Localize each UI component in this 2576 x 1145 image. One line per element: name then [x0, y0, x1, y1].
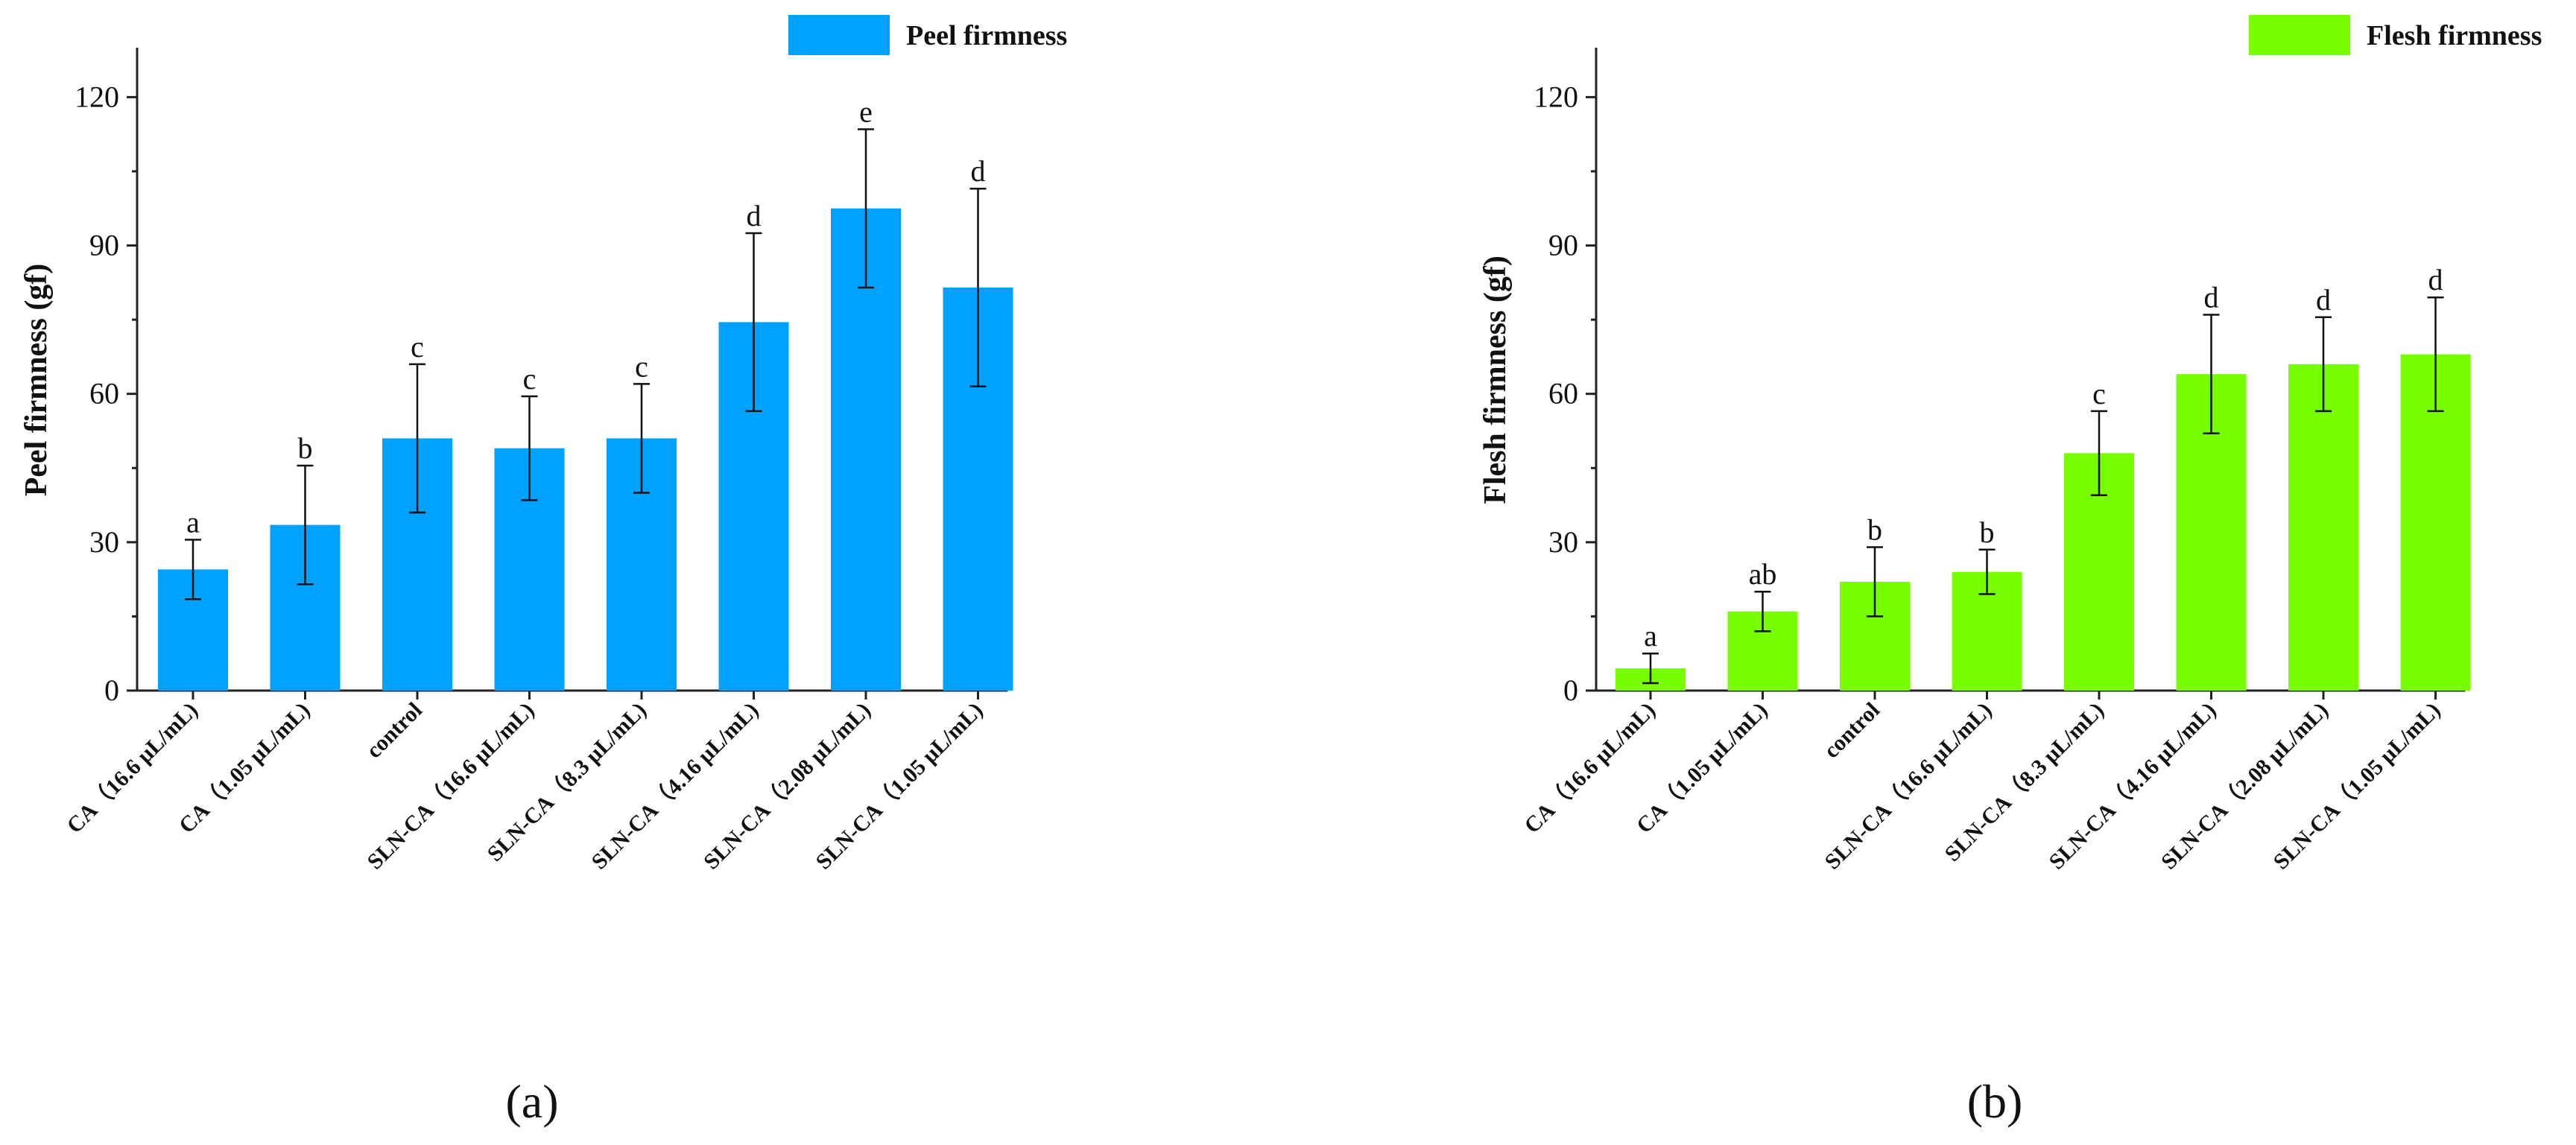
significance-label: d: [747, 199, 762, 232]
x-tick-label: control: [361, 698, 427, 764]
significance-label: c: [523, 362, 537, 396]
legend-label: Flesh firmness: [2367, 20, 2542, 51]
significance-label: b: [298, 431, 313, 465]
legend-label: Peel firmness: [906, 20, 1067, 51]
significance-label: c: [2092, 377, 2106, 410]
panel-label: (b): [1967, 1075, 2023, 1128]
significance-label: d: [2316, 283, 2331, 317]
y-tick-label: 30: [89, 525, 119, 559]
y-tick-label: 120: [1534, 80, 1578, 113]
y-tick-label: 30: [1548, 525, 1578, 559]
significance-label: e: [859, 95, 873, 129]
x-tick-label: control: [1819, 698, 1884, 764]
significance-label: a: [1644, 619, 1657, 653]
significance-label: c: [411, 330, 424, 364]
y-tick-label: 90: [89, 229, 119, 262]
y-axis-title: Flesh firmness (gf): [1478, 256, 1513, 504]
significance-label: d: [971, 154, 986, 188]
significance-label: a: [186, 506, 200, 539]
significance-label: d: [2428, 263, 2443, 296]
significance-label: b: [1980, 516, 1995, 549]
y-tick-label: 0: [104, 673, 119, 707]
significance-label: ab: [1749, 557, 1777, 591]
significance-label: b: [1867, 513, 1882, 546]
bar: [2288, 364, 2358, 691]
panel-label: (a): [505, 1075, 558, 1128]
y-tick-label: 0: [1563, 673, 1578, 707]
significance-label: c: [635, 349, 648, 383]
y-axis-title: Peel firmness (gf): [19, 264, 54, 497]
y-tick-label: 120: [75, 80, 119, 113]
y-tick-label: 60: [89, 377, 119, 410]
bar: [831, 208, 901, 691]
y-tick-label: 90: [1548, 229, 1578, 262]
significance-label: d: [2204, 280, 2219, 314]
legend-swatch: [2249, 15, 2350, 55]
legend-swatch: [788, 15, 890, 55]
y-tick-label: 60: [1548, 377, 1578, 410]
